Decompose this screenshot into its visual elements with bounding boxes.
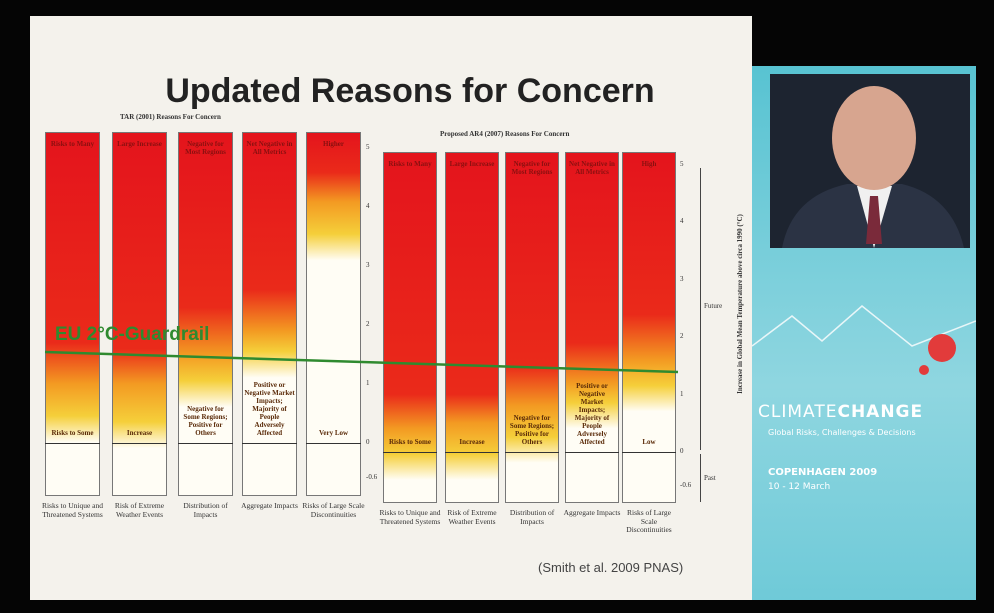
ember-column bbox=[445, 152, 499, 503]
axis-tick-label: 0 bbox=[366, 438, 370, 446]
risk-label-low: Increase bbox=[447, 438, 497, 446]
zero-line bbox=[383, 452, 437, 453]
risk-label-high: Negative for Most Regions bbox=[507, 160, 557, 176]
zero-line bbox=[178, 443, 233, 444]
ember-column bbox=[242, 132, 297, 496]
risk-label-high: Higher bbox=[308, 140, 359, 148]
risk-label-low: Positive or Negative Market Impacts; Maj… bbox=[567, 382, 617, 446]
category-label: Risk of Extreme Weather Events bbox=[441, 509, 503, 526]
brand-2: CHANGE bbox=[837, 402, 923, 422]
panel-heading: TAR (2001) Reasons For Concern bbox=[120, 113, 221, 121]
zero-line bbox=[242, 443, 297, 444]
zero-line bbox=[306, 443, 361, 444]
dates: 10 - 12 March bbox=[768, 482, 830, 492]
ember-column bbox=[112, 132, 167, 496]
risk-label-high: Risks to Many bbox=[385, 160, 435, 168]
ember-column bbox=[383, 152, 437, 503]
risk-label-low: Risks to Some bbox=[385, 438, 435, 446]
axis-tick-label: 0 bbox=[680, 447, 684, 455]
axis-label: Increase in Global Mean Temperature abov… bbox=[736, 204, 744, 404]
brand-1: CLIMATE bbox=[758, 402, 837, 422]
axis-tick-label: 4 bbox=[680, 217, 684, 225]
category-label: Risks to Unique and Threatened Systems bbox=[41, 502, 104, 519]
zero-line bbox=[622, 452, 676, 453]
ember-column bbox=[178, 132, 233, 496]
category-label: Risk of Extreme Weather Events bbox=[108, 502, 171, 519]
risk-label-high: Risks to Many bbox=[47, 140, 98, 148]
past-label: Past bbox=[704, 474, 716, 482]
axis-tick-label: 4 bbox=[366, 202, 370, 210]
ember-column bbox=[565, 152, 619, 503]
future-label: Future bbox=[704, 302, 722, 310]
zero-line bbox=[45, 443, 100, 444]
brand: CLIMATECHANGE bbox=[758, 402, 923, 422]
panel-heading: Proposed AR4 (2007) Reasons For Concern bbox=[440, 130, 569, 138]
ember-column bbox=[505, 152, 559, 503]
axis-tick-label: 1 bbox=[366, 379, 370, 387]
risk-label-high: Net Negative in All Metrics bbox=[244, 140, 295, 156]
brace bbox=[694, 454, 701, 502]
city: COPENHAGEN 2009 bbox=[768, 467, 877, 478]
guardrail-label: EU 2°C-Guardrail bbox=[55, 324, 209, 346]
axis-tick-label: -0.6 bbox=[366, 473, 377, 481]
axis-tick-label: 1 bbox=[680, 390, 684, 398]
risk-label-low: Increase bbox=[114, 429, 165, 437]
risk-label-low: Negative for Some Regions; Positive for … bbox=[507, 414, 557, 446]
risk-label-low: Positive or Negative Market Impacts; Maj… bbox=[244, 381, 295, 437]
category-label: Distribution of Impacts bbox=[501, 509, 563, 526]
risk-label-high: Large Increase bbox=[114, 140, 165, 148]
risk-label-high: Negative for Most Regions bbox=[180, 140, 231, 156]
zero-line bbox=[445, 452, 499, 453]
axis-tick-label: 3 bbox=[680, 275, 684, 283]
ember-column bbox=[306, 132, 361, 496]
risk-label-high: Net Negative in All Metrics bbox=[567, 160, 617, 176]
category-label: Aggregate Impacts bbox=[561, 509, 623, 518]
axis-tick-label: 5 bbox=[680, 160, 684, 168]
risk-label-low: Very Low bbox=[308, 429, 359, 437]
title: Updated Reasons for Concern bbox=[140, 72, 680, 111]
ember-column bbox=[622, 152, 676, 503]
category-label: Risks of Large Scale Discontinuities bbox=[302, 502, 365, 519]
category-label: Risks of Large Scale Discontinuities bbox=[618, 509, 680, 535]
axis-tick-label: 5 bbox=[366, 143, 370, 151]
axis-tick-label: 2 bbox=[680, 332, 684, 340]
zero-line bbox=[565, 452, 619, 453]
brace bbox=[694, 168, 701, 450]
category-label: Risks to Unique and Threatened Systems bbox=[379, 509, 441, 526]
axis-tick-label: 2 bbox=[366, 320, 370, 328]
zero-line bbox=[505, 452, 559, 453]
risk-label-low: Low bbox=[624, 438, 674, 446]
risk-label-low: Negative for Some Regions; Positive for … bbox=[180, 405, 231, 437]
sidebar-art bbox=[752, 66, 976, 600]
tagline: Global Risks, Challenges & Decisions bbox=[768, 428, 916, 437]
category-label: Distribution of Impacts bbox=[174, 502, 237, 519]
category-label: Aggregate Impacts bbox=[238, 502, 301, 511]
citation: (Smith et al. 2009 PNAS) bbox=[538, 560, 683, 575]
risk-label-high: High bbox=[624, 160, 674, 168]
zero-line bbox=[112, 443, 167, 444]
screenshot: CLIMATECHANGE Global Risks, Challenges &… bbox=[0, 0, 994, 613]
speaker-head bbox=[832, 86, 916, 190]
logo-dot bbox=[919, 365, 929, 375]
ember-column bbox=[45, 132, 100, 496]
risk-label-low: Risks to Some bbox=[47, 429, 98, 437]
axis-tick-label: 3 bbox=[366, 261, 370, 269]
logo bbox=[928, 334, 956, 362]
axis-tick-label: -0.6 bbox=[680, 481, 691, 489]
risk-label-high: Large Increase bbox=[447, 160, 497, 168]
